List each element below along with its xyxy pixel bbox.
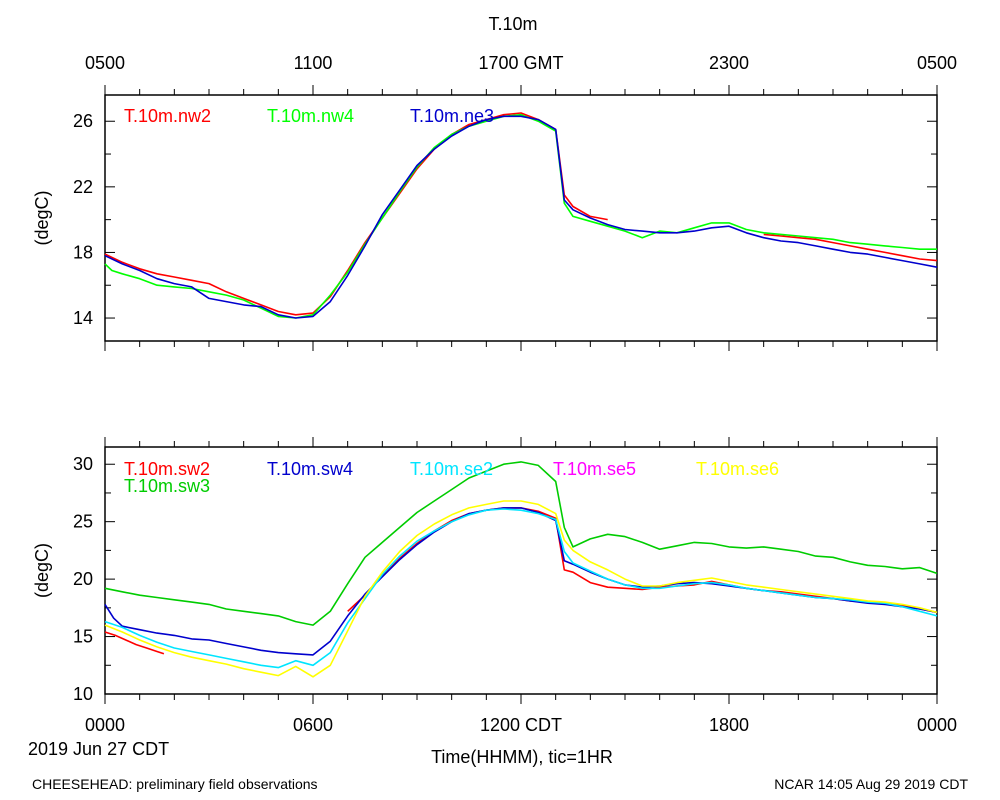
legend-T.10m.se5: T.10m.se5 — [553, 459, 636, 479]
bottom-y-tick-label: 20 — [73, 569, 93, 589]
top-y-tick-label: 14 — [73, 308, 93, 328]
date-label: 2019 Jun 27 CDT — [28, 739, 169, 759]
top-x-tick-label: 1100 — [294, 53, 333, 73]
top-x-tick-label: 2300 — [709, 53, 749, 73]
bottom-x-tick-label: 0000 — [917, 715, 957, 735]
legend-T.10m.se6: T.10m.se6 — [696, 459, 779, 479]
top-y-tick-label: 26 — [73, 111, 93, 131]
series-line-T.10m.sw2 — [104, 631, 165, 655]
bottom-x-tick-label: 1800 — [709, 715, 749, 735]
bottom-x-tick-label: 1200 CDT — [480, 715, 562, 735]
top-y-axis-title: (degC) — [32, 190, 52, 245]
legend-T.10m.sw4: T.10m.sw4 — [267, 459, 353, 479]
top-y-tick-label: 22 — [73, 177, 93, 197]
top-x-tick-label: 1700 GMT — [478, 53, 563, 73]
x-axis-title: Time(HHMM), tic=1HR — [431, 747, 613, 767]
top-x-tick-label: 0500 — [917, 53, 957, 73]
series-line-T.10m.nw2 — [763, 233, 938, 262]
legend-T.10m.nw2: T.10m.nw2 — [124, 106, 211, 126]
legend-T.10m.ne3: T.10m.ne3 — [410, 106, 494, 126]
bottom-y-tick-label: 30 — [73, 454, 93, 474]
bottom-panel: 10 15 20 25 30 (degC) T.10m.sw2 T.10m.sw4 T.10m.… — [32, 437, 938, 704]
footer-right: NCAR 14:05 Aug 29 2019 CDT — [774, 776, 968, 792]
series-line-T.10m.se2 — [104, 508, 938, 669]
top-panel: 14 18 22 26 (degC) T.10m.nw2 T.10m.nw4 T.10m.ne… — [32, 85, 938, 351]
bottom-x-tick-label: 0600 — [293, 715, 333, 735]
legend-T.10m.nw4: T.10m.nw4 — [267, 106, 354, 126]
legend-T.10m.sw2: T.10m.sw2 — [124, 459, 210, 479]
series-line-T.10m.se6 — [104, 500, 938, 678]
footer-left: CHEESEHEAD: preliminary field observatio… — [32, 776, 318, 792]
series-line-T.10m.ne3 — [104, 115, 938, 319]
chart-title: T.10m — [488, 14, 537, 34]
bottom-y-tick-label: 10 — [73, 684, 93, 704]
series-line-T.10m.sw4 — [104, 507, 938, 656]
top-x-tick-label: 0500 — [85, 53, 125, 73]
top-y-tick-label: 18 — [73, 242, 93, 262]
top-plot-frame — [104, 94, 938, 342]
bottom-x-tick-label: 0000 — [85, 715, 125, 735]
legend-T.10m.se2: T.10m.se2 — [410, 459, 493, 479]
bottom-y-axis-title: (degC) — [32, 543, 52, 598]
series-line-T.10m.sw3 — [104, 461, 938, 626]
bottom-y-tick-label: 25 — [73, 512, 93, 532]
series-line-T.10m.nw4 — [104, 113, 937, 319]
bottom-y-tick-label: 15 — [73, 627, 93, 647]
bottom-plot-frame — [104, 446, 938, 695]
legend-T.10m.sw3: T.10m.sw3 — [124, 476, 210, 496]
